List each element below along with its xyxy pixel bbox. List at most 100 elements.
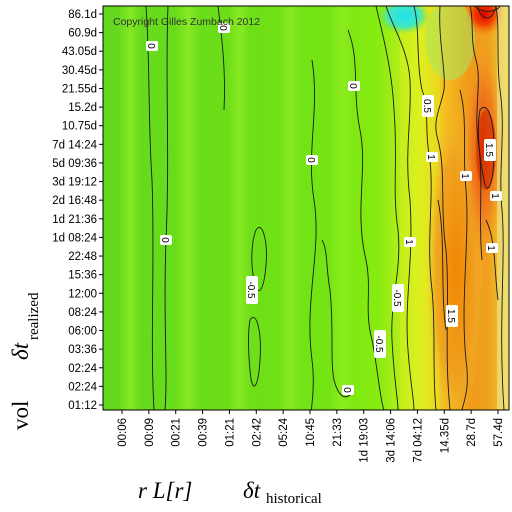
x-tick-label: 1d 19:03 bbox=[359, 418, 371, 463]
contour-label-bg bbox=[348, 81, 360, 91]
contour-label-text: 0 bbox=[341, 387, 352, 393]
copyright-text: Copyright Gilles Zumbach 2012 bbox=[113, 16, 260, 28]
contour-line bbox=[495, 6, 505, 410]
contour-label-text: 0 bbox=[145, 43, 156, 49]
y-tick-label: 7d 14:24 bbox=[52, 139, 97, 151]
x-tick-label: 28.7d bbox=[466, 418, 478, 447]
contour-label: 0 bbox=[159, 235, 172, 245]
contour-label: 1 bbox=[489, 191, 502, 201]
y-tick-label: 06:00 bbox=[68, 326, 97, 338]
x-axis-title-subscript: historical bbox=[266, 491, 322, 507]
heatmap-band bbox=[280, 6, 302, 410]
contour-line bbox=[469, 6, 483, 261]
x-axis: 00:06 00:09 00:21 00:39 01:21 02:42 05:24 10:45… bbox=[117, 410, 505, 463]
contour-label: 0 bbox=[305, 155, 318, 165]
contour-label: 1 bbox=[425, 152, 438, 162]
contour-labels: 0 0 0 0 0 0 -0.5 -0.5 -0.5 0.5 1 1 1.5 1.5 1 1 1 bbox=[145, 23, 502, 395]
contour-label-bg bbox=[490, 191, 502, 201]
y-tick-label: 12:00 bbox=[68, 288, 97, 300]
contour-label-text: 0.5 bbox=[421, 99, 432, 113]
contour-label: 1 bbox=[485, 243, 498, 253]
contour-label-text: 1 bbox=[403, 239, 414, 245]
y-axis-title-subscript: realized bbox=[26, 292, 42, 340]
contour-label-bg bbox=[342, 385, 354, 395]
contour-label: 1 bbox=[403, 237, 416, 247]
y-tick-label: 5d 09:36 bbox=[52, 158, 97, 170]
y-tick-label: 86.1d bbox=[68, 9, 97, 21]
contour-label-bg bbox=[218, 23, 230, 33]
contour-label: 0 bbox=[145, 41, 158, 51]
x-tick-label: 7d 04:12 bbox=[412, 418, 424, 463]
contour-line bbox=[375, 6, 400, 410]
y-axis-title: vol δt realized bbox=[8, 292, 42, 430]
contour-line bbox=[251, 227, 267, 292]
x-tick-label: 14.35d bbox=[439, 418, 451, 453]
contour-label: 1 bbox=[459, 171, 472, 181]
contour-label-text: 1 bbox=[485, 245, 496, 251]
contour-label-text: -0.5 bbox=[391, 289, 402, 307]
x-tick-label: 3d 14:06 bbox=[386, 418, 398, 463]
x-axis-title: r L[r] δt historical bbox=[138, 478, 322, 507]
heatmap-light-region bbox=[425, 6, 475, 80]
heatmap-hot-spot-top bbox=[464, 6, 504, 36]
heatmap-band bbox=[175, 6, 201, 410]
y-tick-label: 21.55d bbox=[62, 83, 97, 95]
contour-label-text: 1 bbox=[425, 154, 436, 160]
y-tick-label: 01:12 bbox=[68, 400, 97, 412]
y-tick-label: 22:48 bbox=[68, 251, 97, 263]
y-tick-label: 15.2d bbox=[68, 102, 97, 114]
heatmap-pale-edge bbox=[497, 6, 509, 410]
contour-label: 0 bbox=[341, 385, 354, 395]
x-tick-label: 05:24 bbox=[278, 417, 290, 446]
x-tick-label: 00:39 bbox=[198, 418, 210, 447]
contour-label-text: 1 bbox=[489, 193, 500, 199]
y-tick-label: 02:24 bbox=[68, 381, 97, 393]
contour-label: 1.5 bbox=[445, 305, 458, 327]
x-tick-label: 01:21 bbox=[224, 418, 236, 447]
contour-line bbox=[459, 89, 468, 410]
contour-label-bg bbox=[374, 330, 386, 358]
y-tick-label: 3d 19:12 bbox=[52, 177, 97, 189]
heatmap-band bbox=[118, 6, 142, 410]
contour-label-bg bbox=[246, 276, 258, 304]
contour-label-bg bbox=[484, 139, 496, 161]
contour-line bbox=[437, 199, 447, 331]
contour-label: 0 bbox=[347, 81, 360, 91]
heatmap-band bbox=[228, 6, 250, 410]
plot-frame bbox=[102, 5, 510, 411]
x-tick-label: 57.4d bbox=[493, 418, 505, 447]
x-axis-title-part1: r L[r] bbox=[138, 478, 192, 503]
heatmap-band bbox=[330, 6, 354, 410]
contour-label-bg bbox=[460, 171, 472, 181]
x-axis-title-symbol: δt bbox=[243, 478, 261, 503]
contour-line bbox=[413, 6, 437, 410]
contour-label-text: -0.5 bbox=[373, 335, 384, 353]
contour-label: 1.5 bbox=[483, 139, 496, 161]
x-tick-label: 00:09 bbox=[144, 418, 156, 447]
contour-label-bg bbox=[392, 284, 404, 312]
contour-label-bg bbox=[146, 41, 158, 51]
contour-line bbox=[248, 317, 261, 387]
contour-label: -0.5 bbox=[391, 284, 404, 312]
x-tick-label: 02:42 bbox=[251, 418, 263, 447]
plot-area: 0 0 0 0 0 0 -0.5 -0.5 -0.5 0.5 1 1 1.5 1.5 1 1 1 bbox=[103, 6, 509, 410]
y-axis-title-symbol: δt bbox=[8, 342, 33, 360]
contour-label-text: 1.5 bbox=[445, 309, 456, 323]
contour-label-bg bbox=[486, 243, 498, 253]
y-tick-label: 60.9d bbox=[68, 28, 97, 40]
contour-label-text: 0 bbox=[159, 237, 170, 243]
contour-line bbox=[321, 239, 351, 398]
contour-label-bg bbox=[422, 95, 434, 117]
contour-label-bg bbox=[404, 237, 416, 247]
contour-label-text: -0.5 bbox=[245, 281, 256, 299]
contour-label: 0.5 bbox=[421, 95, 434, 117]
y-tick-label: 08:24 bbox=[68, 307, 97, 319]
x-tick-label: 00:06 bbox=[117, 418, 129, 447]
y-tick-label: 30.45d bbox=[62, 65, 97, 77]
y-tick-label: 03:36 bbox=[68, 344, 97, 356]
contour-line bbox=[474, 6, 501, 12]
y-tick-label: 1d 21:36 bbox=[52, 214, 97, 226]
y-tick-label: 2d 16:48 bbox=[52, 195, 97, 207]
x-tick-label: 00:21 bbox=[171, 418, 183, 447]
